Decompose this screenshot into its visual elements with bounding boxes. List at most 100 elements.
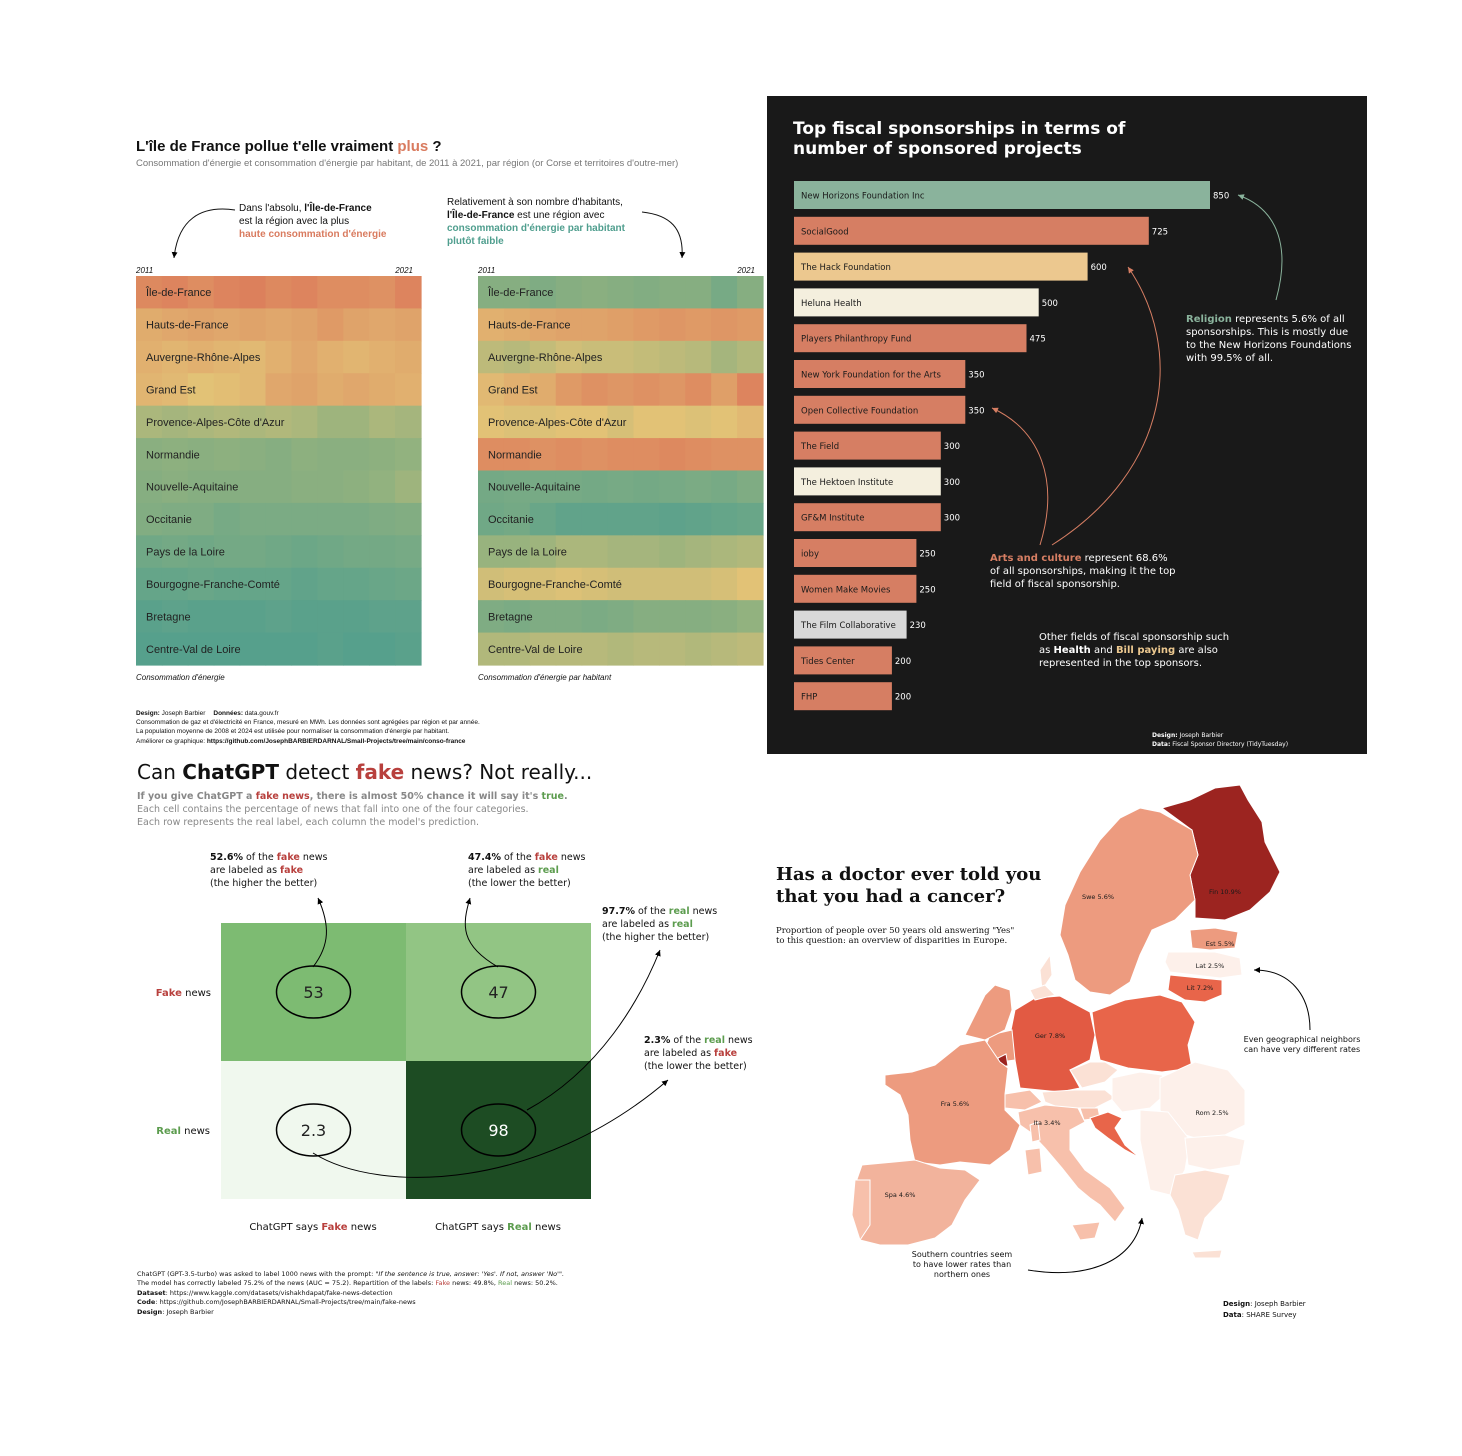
sponsor-bar-label: FHP [801, 693, 817, 703]
country-greece [1169, 1169, 1231, 1241]
heatmap-cell [187, 340, 215, 374]
heatmap-cell [633, 470, 660, 504]
heatmap-row-label: Normandie [146, 449, 200, 461]
heatmap-cell [213, 405, 241, 439]
heatmap-cell [395, 373, 422, 407]
heatmap-cell [343, 438, 370, 472]
heatmap-cell [555, 502, 583, 536]
sponsor-bar [794, 431, 941, 460]
map-labels: Fin 10.9% Swe 5.6% Est 5.5% Lat 2.5% Lit 7.2… [885, 888, 1241, 1199]
heatmap-cell [503, 600, 531, 634]
heatmap-cell [291, 308, 318, 342]
panel3-ann3-l2: are labeled as real [602, 919, 693, 930]
map-country-label: Ger 7.8% [1035, 1032, 1065, 1040]
sponsor-bar-value: 200 [895, 693, 911, 703]
heatmap-cell [187, 308, 215, 342]
heatmap-cell [478, 502, 505, 536]
sponsor-bar-value: 850 [1213, 192, 1229, 202]
panel3-footer-l2: The model has correctly labeled 75.2% of… [136, 1279, 558, 1287]
heatmap-cell [187, 600, 215, 634]
heatmap-cell [187, 567, 215, 601]
heatmap-cell [659, 373, 686, 407]
heatmap-cell [343, 502, 370, 536]
panel2-ann-religion-l3: to the New Horizons Foundations [1186, 340, 1351, 351]
heatmap-cell [581, 276, 609, 310]
heatmap-cell [478, 340, 505, 374]
heatmap-cell [369, 340, 396, 374]
confusion-cell-value: 98 [488, 1121, 508, 1140]
heatmap-row-label: Nouvelle-Aquitaine [146, 482, 238, 494]
heatmap-cell [685, 340, 712, 374]
heatmap-cell [265, 567, 293, 601]
sponsor-bar-value: 300 [944, 478, 960, 488]
heatmap-cell [369, 438, 396, 472]
heatmap-cell [581, 373, 609, 407]
heatmap-cell [291, 502, 318, 536]
panel4-footer-design: Design: Joseph Barbier [1223, 1300, 1306, 1308]
panel3-footer-l1: ChatGPT (GPT-3.5-turbo) was asked to lab… [137, 1270, 564, 1278]
panel1-footer-l4: Améliorer ce graphique: https://github.c… [136, 738, 466, 745]
panel4-ann-right-l1: Even geographical neighbors [1244, 1035, 1361, 1044]
heatmap-cell [529, 373, 557, 407]
heatmap-cell [685, 470, 712, 504]
panel1-ann-right-l2: l'Île-de-France est une région avec [447, 208, 604, 221]
heatmap-cell [291, 340, 318, 374]
heatmap-cell [213, 308, 241, 342]
country-czechia [1069, 1061, 1119, 1089]
sponsor-bar-value: 475 [1030, 335, 1046, 345]
panel3-arrow-2 [464, 897, 499, 968]
heatmap-cell [265, 470, 293, 504]
sponsor-bar-value: 230 [910, 621, 926, 631]
country-estonia [1189, 927, 1239, 951]
row-label-real: Real news [156, 1126, 210, 1137]
heatmap-cell [659, 340, 686, 374]
sponsor-bar [794, 288, 1039, 317]
panel4-footer-data: Data: SHARE Survey [1223, 1311, 1297, 1319]
heatmap-cell [607, 502, 635, 536]
panel2-ann-religion-l2: sponsorships. This is mostly due [1186, 327, 1348, 338]
country-latvia [1164, 951, 1243, 979]
heatmap-right-year-start: 2011 [477, 266, 495, 275]
sponsor-bar-value: 250 [919, 550, 935, 560]
heatmap-cell [555, 373, 583, 407]
heatmap-cell [659, 567, 686, 601]
heatmap-left-year-start: 2011 [135, 266, 153, 275]
heatmap-cell [581, 535, 609, 569]
heatmap-cell [685, 502, 712, 536]
panel1-arrow-left [171, 208, 236, 259]
heatmap-row-label: Bourgogne-Franche-Comté [488, 579, 622, 591]
confusion-cell [406, 1061, 591, 1199]
confusion-cell [221, 923, 406, 1061]
heatmap-cell [343, 535, 370, 569]
sponsor-bar-label: SocialGood [801, 227, 849, 237]
country-croatia [1089, 1111, 1141, 1159]
heatmap-cell [685, 535, 712, 569]
heatmap-cell [265, 438, 293, 472]
heatmap-cell [213, 567, 241, 601]
heatmap-cell [503, 470, 531, 504]
sponsor-bar-label: New Horizons Foundation Inc [801, 192, 925, 202]
heatmap-cell [369, 308, 396, 342]
heatmap-cell [737, 340, 764, 374]
heatmap-cell [136, 340, 163, 374]
heatmap-cell [136, 373, 163, 407]
heatmap-cell [503, 340, 531, 374]
heatmap-cell [711, 276, 738, 310]
confusion-cell [221, 1061, 406, 1199]
heatmap-cell [265, 600, 293, 634]
heatmap-cell [529, 340, 557, 374]
heatmap-right-year-end: 2021 [736, 266, 755, 275]
heatmap-cell [213, 340, 241, 374]
heatmap-cell [659, 308, 686, 342]
panel1-footer-l1: Design: Joseph Barbier Données: data.gouv… [136, 710, 279, 717]
heatmap-cell [503, 405, 531, 439]
heatmap-row-label: Centre-Val de Loire [488, 644, 583, 656]
heatmap-cell [737, 470, 764, 504]
heatmap-cell [239, 470, 267, 504]
heatmap-cell [659, 276, 686, 310]
country-sweden [1059, 807, 1199, 996]
country-sicily [1071, 1221, 1101, 1241]
heatmap-cell [187, 632, 215, 666]
panel3-footer-l4: Code: https://github.com/JosephBARBIERDA… [137, 1298, 416, 1306]
heatmap-cell [213, 276, 241, 310]
